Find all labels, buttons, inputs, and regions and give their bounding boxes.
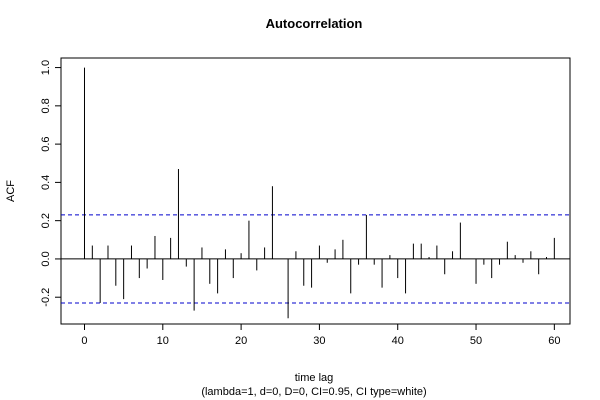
chart-subtitle: (lambda=1, d=0, D=0, CI=0.95, CI type=wh… [201, 386, 426, 398]
x-tick-label: 0 [81, 335, 87, 347]
x-axis-label: time lag [295, 372, 334, 384]
y-tick-label: 0.2 [40, 213, 52, 228]
x-tick-label: 60 [548, 335, 560, 347]
confidence-lines [61, 214, 570, 304]
y-tick-label: 0.0 [40, 251, 52, 266]
x-axis: 0 10 20 30 40 50 60 [81, 324, 560, 347]
y-axis: -0.2 0.0 0.2 0.4 0.6 0.8 1.0 [40, 60, 61, 307]
y-axis-label: ACF [5, 180, 17, 202]
y-tick-label: 0.8 [40, 98, 52, 113]
x-tick-label: 20 [235, 335, 247, 347]
y-tick-label: -0.2 [40, 288, 52, 307]
y-tick-label: 1.0 [40, 60, 52, 75]
plot-area [60, 57, 571, 325]
chart-title: Autocorrelation [266, 16, 363, 31]
y-tick-label: 0.6 [40, 136, 52, 151]
x-tick-label: 40 [392, 335, 404, 347]
y-tick-label: 0.4 [40, 175, 52, 190]
acf-bars [83, 67, 555, 319]
x-tick-label: 10 [157, 335, 169, 347]
x-tick-label: 30 [313, 335, 325, 347]
x-tick-label: 50 [470, 335, 482, 347]
